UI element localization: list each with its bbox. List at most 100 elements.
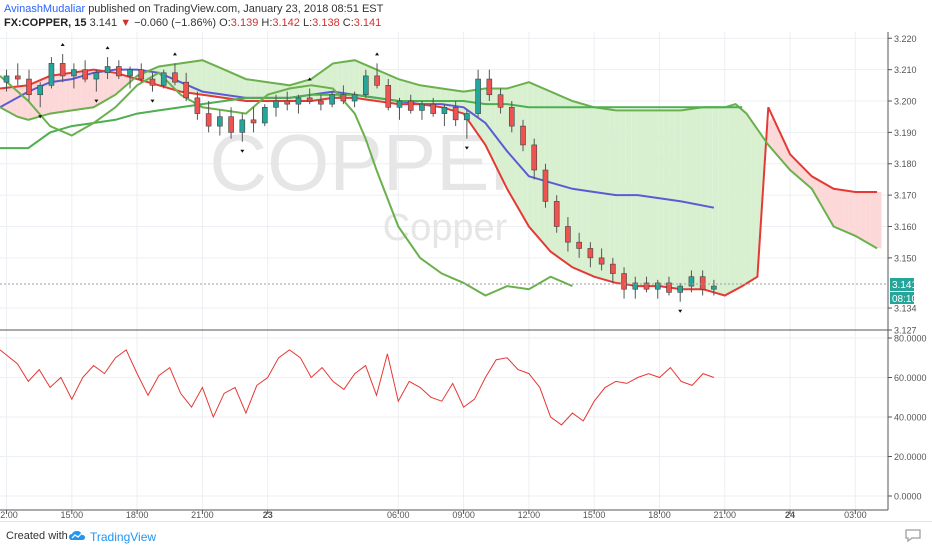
candle-body — [587, 248, 594, 259]
candle-body — [430, 103, 436, 114]
cloud-segment — [255, 80, 262, 102]
price-tick-label: 3.160 — [894, 222, 917, 232]
candle-body — [340, 94, 347, 102]
cloud-segment — [108, 71, 115, 99]
candle-body — [441, 106, 448, 114]
cloud-segment — [538, 86, 545, 245]
fractal-down-marker — [94, 99, 99, 103]
published-text: published on TradingView.com, January 23… — [88, 3, 384, 15]
rsi-tick-label: 60.0000 — [894, 373, 927, 383]
rsi-tick-label: 20.0000 — [894, 452, 927, 462]
time-tick-label: 15:00 — [583, 510, 606, 520]
candle-body — [666, 282, 672, 293]
cloud-segment — [413, 83, 419, 105]
candle-body — [351, 94, 358, 102]
cloud-segment — [233, 73, 240, 101]
cloud-segment — [745, 112, 751, 285]
cloud-segment — [424, 85, 430, 106]
cloud-segment — [228, 71, 234, 100]
price-tick-label: 3.190 — [894, 128, 917, 138]
candle-body — [205, 113, 212, 127]
cloud-segment — [516, 84, 523, 216]
comment-icon[interactable] — [904, 528, 922, 542]
candle-body — [172, 72, 178, 83]
candle-body — [553, 201, 560, 227]
time-tick-label: 21:00 — [191, 510, 214, 520]
cloud-segment — [701, 107, 708, 291]
cloud-segment — [865, 191, 871, 245]
candle-body — [318, 100, 324, 105]
candle-body — [576, 241, 582, 249]
cloud-segment — [402, 80, 409, 105]
candle-body — [677, 285, 683, 293]
cloud-segment — [642, 110, 648, 287]
time-tick-label: 03:00 — [844, 510, 867, 520]
cloud-segment — [391, 76, 398, 104]
cloud-segment — [848, 191, 855, 236]
cloud-segment — [81, 70, 88, 110]
footer: Created with TradingView — [0, 521, 932, 551]
candle-body — [149, 78, 156, 86]
candle-body — [711, 285, 717, 290]
cloud-segment — [217, 66, 224, 98]
rsi-tick-label: 0.0000 — [894, 492, 922, 502]
candle-body — [273, 100, 279, 108]
fractal-down-marker — [38, 115, 43, 119]
chart-canvas[interactable]: COPPER, 15 Copper 3.2203.2103.2003.1903.… — [0, 0, 932, 521]
candle-body — [621, 273, 627, 290]
cloud-segment — [370, 66, 376, 101]
open-label: O: — [219, 17, 231, 29]
cloud-segment — [206, 62, 213, 97]
tradingview-cloud-icon — [69, 531, 85, 540]
cloud-segment — [783, 140, 789, 169]
cloud-segment — [489, 88, 496, 165]
cloud-segment — [712, 107, 719, 294]
time-tick-label: 18:00 — [126, 510, 149, 520]
candle-body — [116, 66, 122, 77]
candle-body — [632, 282, 639, 290]
cloud-segment — [397, 78, 403, 105]
lagging-span — [0, 71, 573, 297]
cloud-segment — [522, 82, 528, 225]
cloud-segment — [723, 106, 730, 296]
price-tag-value: 3.141 — [892, 280, 917, 291]
cloud-segment — [756, 127, 762, 278]
candle-body — [37, 85, 44, 96]
time-tick-label: 12:00 — [518, 510, 541, 520]
cloud-segment — [707, 107, 713, 293]
cloud-segment — [582, 103, 588, 274]
cloud-segment — [832, 188, 838, 229]
price-tick-label: 3.180 — [894, 159, 917, 169]
cloud-segment — [680, 109, 686, 290]
candle-body — [374, 75, 380, 86]
price-tick-label: 3.210 — [894, 65, 917, 75]
author-link[interactable]: AvinashMudaliar — [4, 3, 86, 15]
cloud-segment — [212, 64, 218, 97]
candle-body — [194, 97, 201, 114]
price-tick-label: 3.220 — [894, 34, 917, 44]
candle-body — [183, 81, 189, 99]
candle-body — [329, 94, 335, 105]
cloud-segment — [54, 74, 60, 113]
rsi-tick-label: 80.0000 — [894, 334, 927, 344]
price-tick-label: 3.200 — [894, 97, 917, 107]
candle-body — [508, 106, 515, 127]
candle-body — [464, 113, 470, 121]
cloud-segment — [495, 88, 501, 176]
cloud-segment — [603, 108, 610, 282]
open-value: 3.139 — [230, 17, 259, 29]
fractal-markers — [38, 42, 683, 313]
candle-body — [26, 78, 32, 96]
rsi-line — [0, 349, 715, 426]
high-label: H: — [261, 17, 273, 29]
candle-body — [452, 106, 459, 121]
candle-body — [59, 63, 66, 77]
candle-body — [295, 97, 302, 105]
cloud-segment — [244, 78, 251, 102]
tradingview-link[interactable]: TradingView — [90, 530, 157, 544]
cloud-segment — [337, 61, 343, 98]
cloud-segment — [223, 69, 229, 99]
candle-body — [363, 75, 369, 96]
watermark-name: Copper — [383, 207, 508, 249]
